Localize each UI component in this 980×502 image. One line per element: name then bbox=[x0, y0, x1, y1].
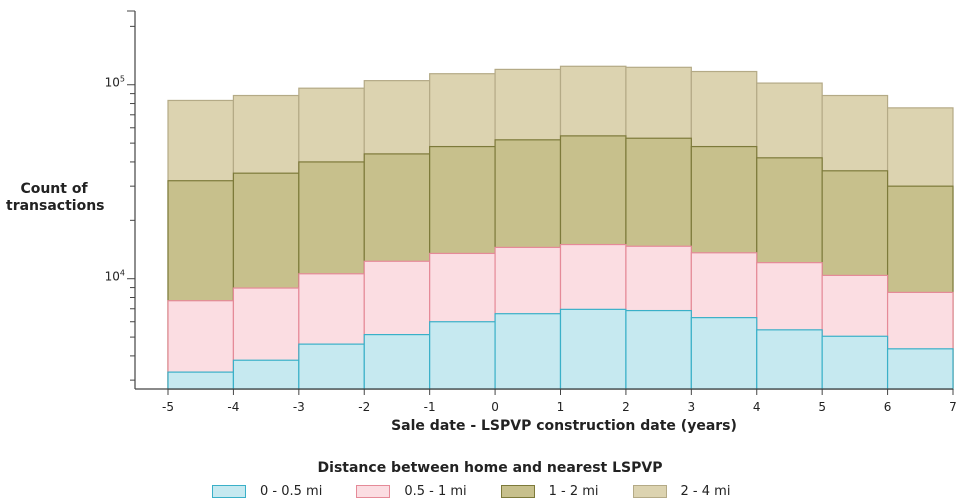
legend-item: 1 - 2 mi bbox=[500, 484, 599, 499]
legend-label: 1 - 2 mi bbox=[548, 484, 599, 499]
bar-0-10 bbox=[821, 335, 889, 390]
y-tick-label-0: 104 bbox=[105, 269, 125, 284]
x-tick-label-12: 7 bbox=[949, 400, 957, 414]
x-axis-label: Sale date - LSPVP construction date (yea… bbox=[391, 418, 737, 434]
legend-swatch bbox=[632, 485, 667, 498]
legend-label: 0.5 - 1 mi bbox=[404, 484, 467, 499]
legend-swatch bbox=[356, 485, 391, 498]
legend-item: 0.5 - 1 mi bbox=[356, 484, 467, 499]
chart-svg: 104 105 -5 -4 -3 -2 -1 0 1 2 3 4 5 6 7 Sale date - LSP… bbox=[105, 10, 957, 434]
bar-0-9 bbox=[756, 329, 823, 390]
x-tick-label-1: -4 bbox=[227, 400, 239, 414]
bar-0-4 bbox=[429, 321, 496, 390]
legend: 0 - 0.5 mi 0.5 - 1 mi 1 - 2 mi 2 - 4 mi bbox=[212, 484, 764, 499]
bar-0-3 bbox=[363, 334, 431, 390]
x-tick-label-0: -5 bbox=[162, 400, 174, 414]
bar-0-7 bbox=[625, 309, 692, 390]
x-tick-label-3: -2 bbox=[358, 400, 370, 414]
legend-label: 2 - 4 mi bbox=[680, 484, 731, 499]
axes-layer: 104 105 -5 -4 -3 -2 -1 0 1 2 3 4 5 6 7 bbox=[105, 10, 957, 414]
bar-0-5 bbox=[494, 313, 562, 390]
bar-0-11 bbox=[886, 348, 954, 390]
legend-label: 0 - 0.5 mi bbox=[260, 484, 323, 499]
bar-0-2 bbox=[298, 343, 365, 390]
x-tick-label-4: -1 bbox=[424, 400, 436, 414]
x-tick-label-7: 2 bbox=[622, 400, 630, 414]
legend-swatch bbox=[500, 485, 535, 498]
x-tick-label-9: 4 bbox=[753, 400, 761, 414]
legend-swatch bbox=[212, 485, 246, 498]
y-tick-label-1: 105 bbox=[105, 75, 125, 90]
bar-0-8 bbox=[690, 317, 758, 390]
bars-layer bbox=[167, 65, 954, 390]
x-tick-label-8: 3 bbox=[688, 400, 696, 414]
bar-0-0 bbox=[167, 371, 235, 390]
x-tick-label-10: 5 bbox=[818, 400, 826, 414]
legend-title: Distance between home and nearest LSPVP bbox=[317, 460, 663, 476]
bar-0-6 bbox=[559, 308, 627, 390]
legend-item: 2 - 4 mi bbox=[632, 484, 731, 499]
x-tick-label-5: 0 bbox=[491, 400, 499, 414]
legend-item: 0 - 0.5 mi bbox=[212, 484, 322, 499]
bar-0-1 bbox=[232, 359, 300, 390]
x-tick-label-2: -3 bbox=[293, 400, 305, 414]
x-tick-label-11: 6 bbox=[884, 400, 892, 414]
x-tick-label-6: 1 bbox=[557, 400, 565, 414]
y-axis-label: Count of transactions bbox=[6, 181, 105, 214]
